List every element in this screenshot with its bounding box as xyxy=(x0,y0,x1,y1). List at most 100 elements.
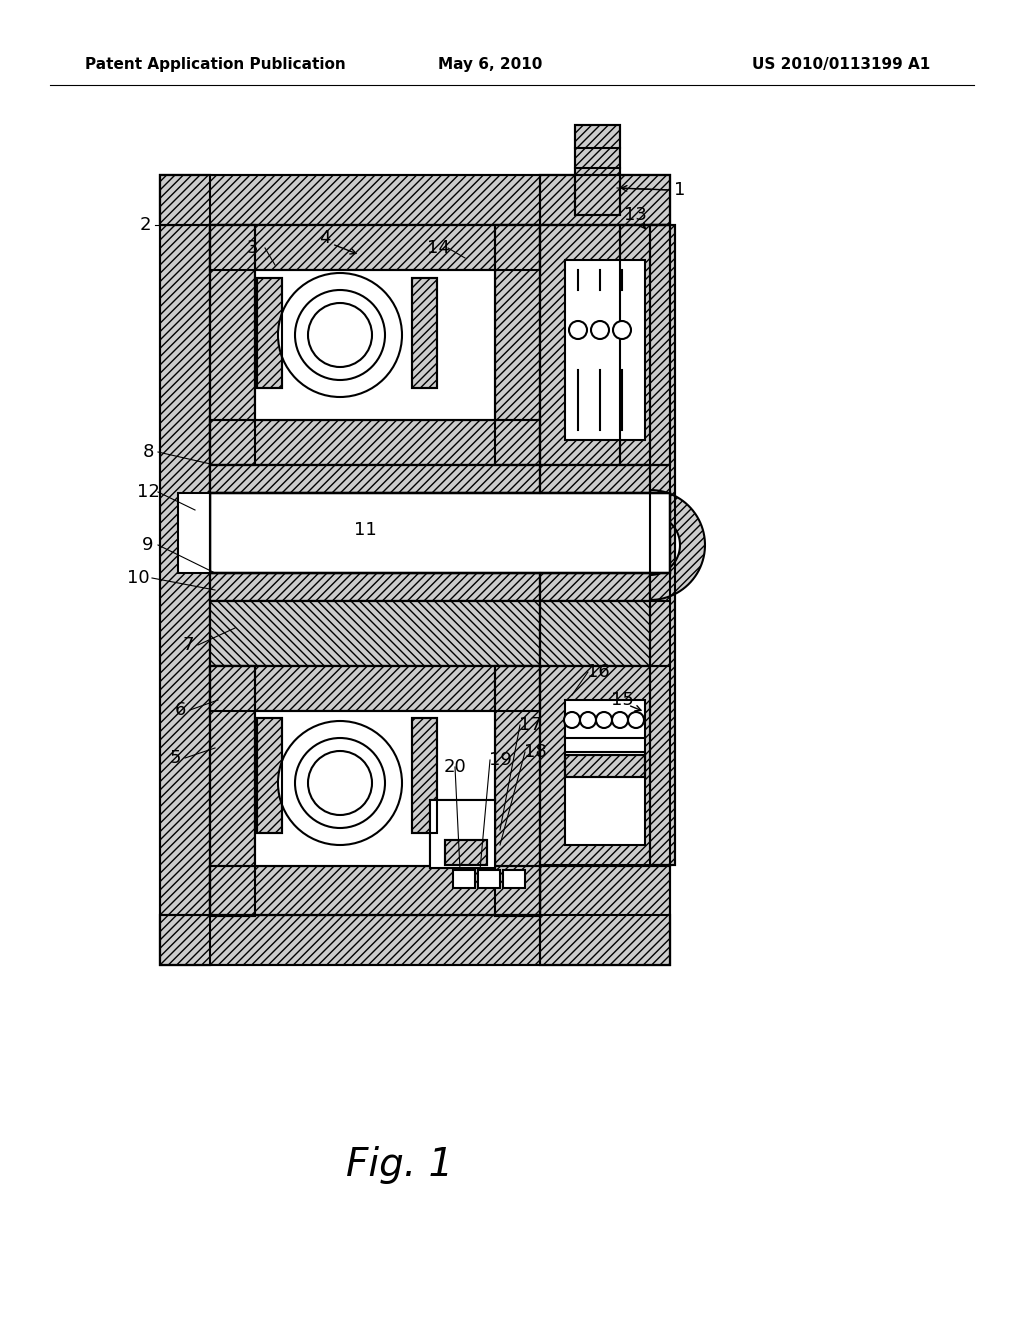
Circle shape xyxy=(613,321,631,339)
Bar xyxy=(430,800,495,869)
Bar xyxy=(540,573,670,601)
Bar xyxy=(540,865,670,965)
Bar xyxy=(445,840,487,865)
Bar xyxy=(412,279,437,388)
Text: May 6, 2010: May 6, 2010 xyxy=(438,58,542,73)
Text: 13: 13 xyxy=(624,206,646,224)
Bar xyxy=(210,667,255,916)
Bar xyxy=(540,465,670,492)
Text: 18: 18 xyxy=(523,743,547,762)
Bar xyxy=(210,667,540,711)
Bar xyxy=(257,279,282,388)
Bar xyxy=(495,224,540,465)
Text: Fig. 1: Fig. 1 xyxy=(346,1146,454,1184)
Circle shape xyxy=(308,304,372,367)
Bar xyxy=(210,866,540,915)
Bar xyxy=(210,667,540,711)
Bar xyxy=(540,465,670,492)
Bar xyxy=(210,866,540,915)
Bar xyxy=(650,224,675,865)
Bar xyxy=(257,279,282,388)
Text: 6: 6 xyxy=(174,701,185,719)
Bar xyxy=(495,224,540,465)
Bar xyxy=(210,573,540,601)
Bar xyxy=(210,465,540,492)
Bar xyxy=(565,755,645,777)
Text: 10: 10 xyxy=(127,569,150,587)
Bar xyxy=(210,465,540,492)
Bar xyxy=(210,420,540,465)
Text: 14: 14 xyxy=(427,239,450,257)
Bar xyxy=(160,176,670,224)
Circle shape xyxy=(278,273,402,397)
Bar xyxy=(210,492,670,573)
Bar xyxy=(210,224,255,465)
Bar xyxy=(540,176,670,224)
Bar xyxy=(495,667,540,916)
Bar xyxy=(412,279,437,388)
Text: US 2010/0113199 A1: US 2010/0113199 A1 xyxy=(752,58,930,73)
Bar xyxy=(453,870,475,888)
Text: 19: 19 xyxy=(488,751,511,770)
Text: 9: 9 xyxy=(142,536,154,554)
Circle shape xyxy=(569,321,587,339)
Bar xyxy=(210,601,540,667)
Text: 12: 12 xyxy=(136,483,160,502)
Bar xyxy=(445,840,487,865)
Text: 2: 2 xyxy=(139,216,151,234)
Bar xyxy=(620,224,670,465)
Bar xyxy=(210,601,540,667)
Bar xyxy=(540,176,670,224)
Bar xyxy=(540,224,670,465)
Bar xyxy=(565,700,645,845)
Bar xyxy=(503,870,525,888)
Bar xyxy=(495,667,540,916)
Bar xyxy=(210,224,540,271)
Text: Patent Application Publication: Patent Application Publication xyxy=(85,58,346,73)
Text: 7: 7 xyxy=(182,636,194,653)
Text: 15: 15 xyxy=(610,690,634,709)
Bar xyxy=(210,224,540,271)
Circle shape xyxy=(591,321,609,339)
Bar xyxy=(412,718,437,833)
Text: 17: 17 xyxy=(518,715,542,734)
Bar xyxy=(178,492,210,573)
Circle shape xyxy=(308,751,372,814)
Bar xyxy=(540,601,670,667)
Bar xyxy=(255,711,495,866)
Bar xyxy=(160,176,210,965)
Bar xyxy=(540,601,670,667)
Text: 8: 8 xyxy=(142,444,154,461)
Bar xyxy=(565,755,645,777)
Circle shape xyxy=(596,711,612,729)
Text: 3: 3 xyxy=(246,239,258,257)
Circle shape xyxy=(278,721,402,845)
Text: 11: 11 xyxy=(353,521,377,539)
Text: 1: 1 xyxy=(675,181,686,199)
Bar xyxy=(160,176,210,965)
Circle shape xyxy=(295,290,385,380)
Bar xyxy=(160,915,670,965)
Bar xyxy=(540,667,670,866)
Bar xyxy=(478,870,500,888)
Text: 16: 16 xyxy=(587,663,609,681)
Circle shape xyxy=(564,711,580,729)
Bar xyxy=(160,915,670,965)
Bar xyxy=(160,176,670,224)
Bar xyxy=(575,125,620,215)
Bar xyxy=(210,573,540,601)
Circle shape xyxy=(612,711,628,729)
Bar xyxy=(210,224,255,465)
Bar xyxy=(210,420,540,465)
Bar xyxy=(540,865,670,965)
Bar xyxy=(257,718,282,833)
Bar xyxy=(620,224,670,465)
Bar xyxy=(430,800,495,869)
Bar xyxy=(210,667,255,916)
Bar xyxy=(540,667,670,866)
Bar xyxy=(540,573,670,601)
Text: 5: 5 xyxy=(169,748,181,767)
Circle shape xyxy=(628,711,644,729)
Circle shape xyxy=(295,738,385,828)
Text: 4: 4 xyxy=(319,228,331,247)
